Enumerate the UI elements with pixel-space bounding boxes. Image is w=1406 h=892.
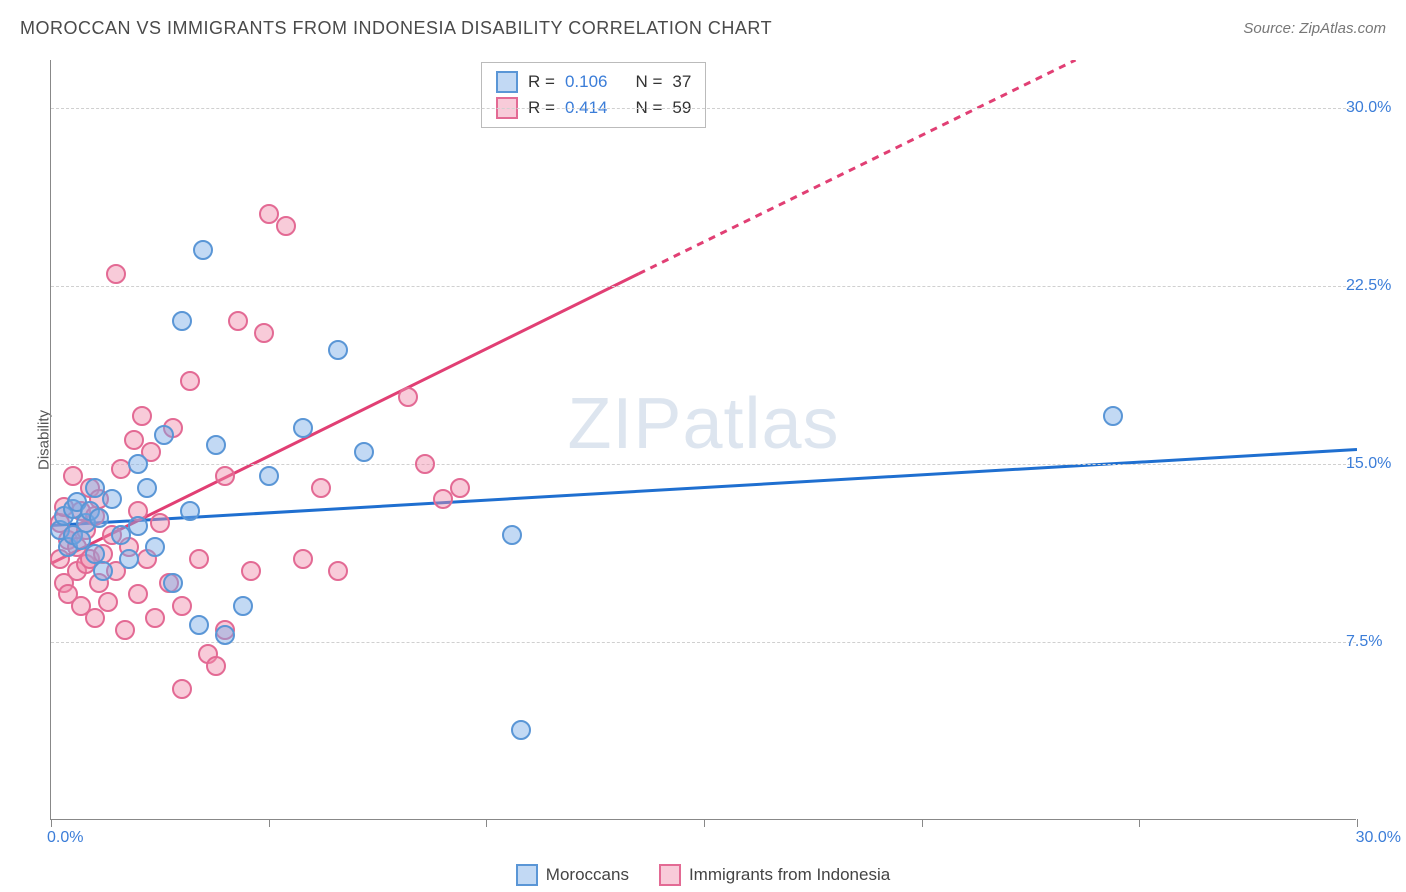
x-min-label: 0.0% <box>47 829 83 847</box>
watermark-b: atlas <box>682 384 839 464</box>
moroccans-point <box>102 489 122 509</box>
x-axis-labels: 0.0% 30.0% <box>51 829 1356 853</box>
indonesia-point <box>206 656 226 676</box>
gridline <box>51 642 1356 643</box>
indonesia-point <box>241 561 261 581</box>
indonesia-point <box>415 454 435 474</box>
x-max-label: 30.0% <box>1356 829 1401 847</box>
moroccans-point <box>193 240 213 260</box>
r-value: 0.106 <box>565 72 608 92</box>
series-legend: Moroccans Immigrants from Indonesia <box>0 864 1406 886</box>
moroccans-point <box>293 418 313 438</box>
x-tick <box>486 819 487 827</box>
indonesia-point <box>189 549 209 569</box>
watermark-a: ZIP <box>567 384 682 464</box>
n-label: N = <box>635 72 662 92</box>
moroccans-point <box>354 442 374 462</box>
indonesia-point <box>172 596 192 616</box>
legend-swatch <box>516 864 538 886</box>
indonesia-point <box>228 311 248 331</box>
r-label: R = <box>528 72 555 92</box>
moroccans-point <box>189 615 209 635</box>
indonesia-point <box>115 620 135 640</box>
stats-legend: R =0.106N =37R =0.414N =59 <box>481 62 706 128</box>
moroccans-point <box>502 525 522 545</box>
legend-swatch <box>659 864 681 886</box>
moroccans-point <box>163 573 183 593</box>
moroccans-point <box>128 454 148 474</box>
header: MOROCCAN VS IMMIGRANTS FROM INDONESIA DI… <box>0 0 1406 56</box>
stats-legend-row: R = 0.106 N = 37 <box>496 69 691 95</box>
indonesia-point <box>293 549 313 569</box>
x-tick <box>269 819 270 827</box>
indonesia-point <box>124 430 144 450</box>
moroccans-point <box>259 466 279 486</box>
regression-lines <box>51 60 1357 820</box>
legend-swatch <box>496 71 518 93</box>
indonesia-point <box>433 489 453 509</box>
legend-label: Moroccans <box>546 865 629 885</box>
legend-item: Immigrants from Indonesia <box>659 864 890 886</box>
x-tick <box>704 819 705 827</box>
n-value: 37 <box>672 72 691 92</box>
moroccans-point <box>328 340 348 360</box>
indonesia-point <box>128 584 148 604</box>
x-tick <box>1357 819 1358 827</box>
y-tick-label: 30.0% <box>1346 99 1406 117</box>
x-tick <box>51 819 52 827</box>
legend-item: Moroccans <box>516 864 629 886</box>
indonesia-point <box>259 204 279 224</box>
indonesia-point <box>180 371 200 391</box>
indonesia-point <box>98 592 118 612</box>
moroccans-point <box>180 501 200 521</box>
y-tick-label: 7.5% <box>1346 633 1406 651</box>
indonesia-point <box>276 216 296 236</box>
indonesia-point <box>215 466 235 486</box>
moroccans-point <box>154 425 174 445</box>
indonesia-point <box>132 406 152 426</box>
moroccans-point <box>215 625 235 645</box>
source-name: ZipAtlas.com <box>1299 20 1386 37</box>
moroccans-point <box>206 435 226 455</box>
moroccans-point <box>128 516 148 536</box>
moroccans-point <box>172 311 192 331</box>
y-tick-label: 15.0% <box>1346 455 1406 473</box>
indonesia-point <box>85 608 105 628</box>
watermark: ZIPatlas <box>567 383 839 465</box>
y-tick-label: 22.5% <box>1346 277 1406 295</box>
moroccans-point <box>511 720 531 740</box>
source-prefix: Source: <box>1243 20 1299 37</box>
indonesia-point <box>150 513 170 533</box>
indonesia-point <box>450 478 470 498</box>
indonesia-point <box>328 561 348 581</box>
indonesia-point <box>172 679 192 699</box>
legend-label: Immigrants from Indonesia <box>689 865 890 885</box>
moroccans-point <box>233 596 253 616</box>
chart-title: MOROCCAN VS IMMIGRANTS FROM INDONESIA DI… <box>20 18 772 39</box>
indonesia-point <box>63 466 83 486</box>
moroccans-point <box>145 537 165 557</box>
moroccans-point <box>137 478 157 498</box>
indonesia-point <box>254 323 274 343</box>
source-attribution: Source: ZipAtlas.com <box>1243 20 1386 37</box>
moroccans-point <box>119 549 139 569</box>
chart-area: Disability ZIPatlas R =0.106N =37R =0.41… <box>50 60 1356 820</box>
plot-region: ZIPatlas R =0.106N =37R =0.414N =59 0.0%… <box>50 60 1356 820</box>
indonesia-point <box>311 478 331 498</box>
x-tick <box>922 819 923 827</box>
indonesia-point <box>106 264 126 284</box>
indonesia-point <box>398 387 418 407</box>
moroccans-point <box>1103 406 1123 426</box>
x-tick <box>1139 819 1140 827</box>
moroccans-point <box>93 561 113 581</box>
gridline <box>51 464 1356 465</box>
gridline <box>51 286 1356 287</box>
indonesia-point <box>145 608 165 628</box>
gridline <box>51 108 1356 109</box>
moroccans-point <box>85 478 105 498</box>
moroccans-point <box>89 508 109 528</box>
